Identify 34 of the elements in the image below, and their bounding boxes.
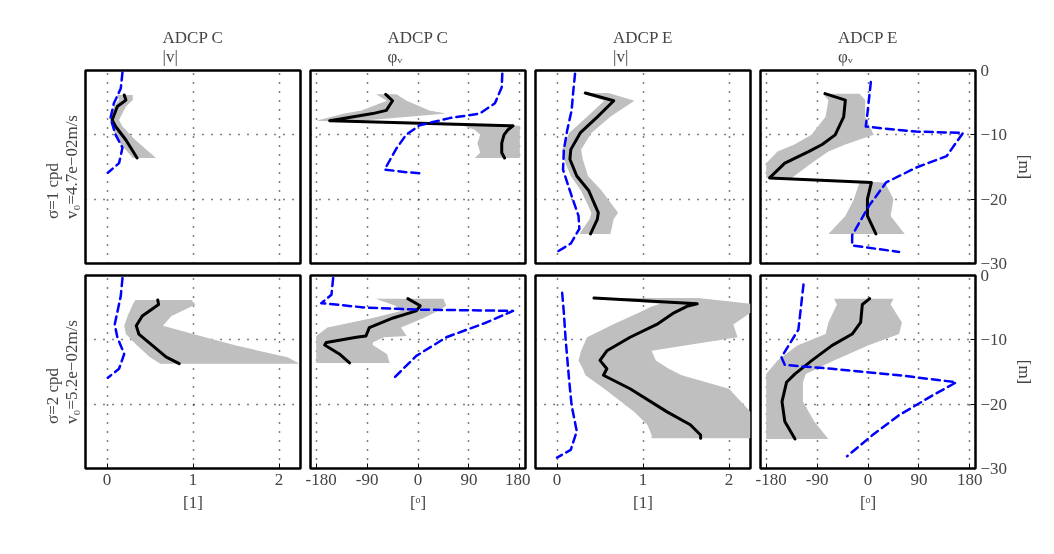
chart-title: ADCP C φᵥ — [387, 27, 448, 66]
y-tick-label: −10 — [980, 125, 1008, 145]
x-tick-label: 180 — [505, 469, 531, 489]
x-tick-label: 1 — [638, 469, 648, 489]
x-tick-label: 180 — [957, 469, 983, 489]
x-axis-title: [1] — [633, 492, 653, 512]
chart-title: ADCP E φᵥ — [838, 27, 898, 66]
x-axis-title: [ᵒ] — [859, 492, 877, 512]
x-tick-label: 90 — [910, 469, 928, 489]
x-tick-label: -90 — [805, 469, 829, 489]
y-tick-label: −20 — [980, 394, 1008, 414]
x-tick-label: 2 — [724, 469, 734, 489]
x-axis-title: [ᵒ] — [409, 492, 427, 512]
y-axis-title: σ=2 cpd v₀=5.2e−02m/s — [42, 320, 81, 424]
y-tick-label: 0 — [980, 266, 989, 285]
y-axis-title: [m] — [1015, 154, 1035, 180]
x-tick-label: 2 — [274, 469, 284, 489]
x-tick-label: 1 — [188, 469, 198, 489]
y-tick-label: −20 — [980, 189, 1008, 209]
chart-title: ADCP E |v| — [613, 27, 673, 66]
x-tick-label: -90 — [355, 469, 379, 489]
x-tick-label: 0 — [413, 469, 423, 489]
x-tick-label: -180 — [755, 469, 787, 489]
y-axis-title: [m] — [1015, 359, 1035, 385]
x-tick-label: -180 — [305, 469, 337, 489]
y-tick-label: 0 — [980, 61, 989, 80]
x-tick-label: 0 — [102, 469, 112, 489]
y-axis-title: σ=1 cpd v₀=4.7e−02m/s — [42, 115, 81, 219]
y-tick-label: −10 — [980, 330, 1008, 350]
x-tick-label: 90 — [460, 469, 478, 489]
x-tick-label: 0 — [863, 469, 873, 489]
x-axis-title: [1] — [183, 492, 203, 512]
x-tick-label: 0 — [552, 469, 562, 489]
chart-title: ADCP C |v| — [162, 27, 223, 66]
